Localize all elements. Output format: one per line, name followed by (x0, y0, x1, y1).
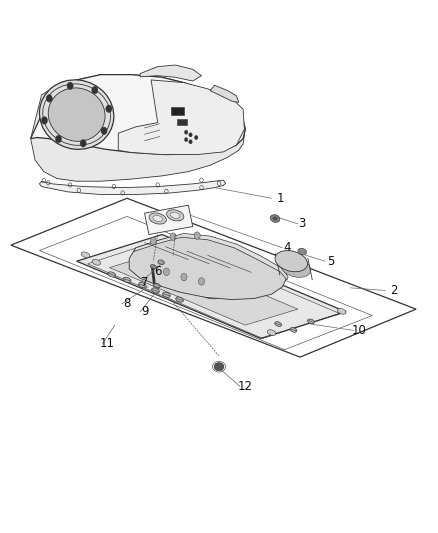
Ellipse shape (176, 297, 184, 302)
Circle shape (163, 268, 170, 276)
Ellipse shape (273, 217, 277, 220)
Text: 2: 2 (390, 284, 398, 297)
Circle shape (150, 237, 156, 245)
Ellipse shape (48, 88, 105, 141)
Polygon shape (129, 235, 287, 300)
Circle shape (46, 95, 52, 102)
Ellipse shape (337, 309, 346, 314)
Polygon shape (140, 65, 201, 81)
Polygon shape (110, 252, 298, 325)
Circle shape (184, 130, 188, 134)
Polygon shape (223, 284, 243, 290)
Text: 6: 6 (154, 265, 162, 278)
Circle shape (106, 105, 112, 112)
Text: 11: 11 (100, 337, 115, 350)
Ellipse shape (92, 260, 101, 265)
Ellipse shape (158, 260, 164, 264)
Circle shape (189, 133, 192, 137)
Circle shape (198, 278, 205, 285)
Ellipse shape (267, 330, 276, 335)
Polygon shape (210, 85, 239, 102)
Circle shape (67, 82, 73, 90)
Polygon shape (134, 233, 288, 280)
Circle shape (194, 232, 200, 239)
Text: 12: 12 (238, 380, 253, 393)
Polygon shape (171, 107, 184, 115)
Ellipse shape (280, 258, 311, 277)
Text: 7: 7 (141, 276, 148, 289)
Ellipse shape (152, 288, 159, 293)
Ellipse shape (153, 215, 162, 222)
Polygon shape (31, 75, 245, 155)
Circle shape (80, 140, 86, 147)
Ellipse shape (150, 264, 156, 269)
Ellipse shape (81, 252, 90, 257)
Polygon shape (77, 235, 346, 338)
Ellipse shape (138, 282, 146, 288)
Ellipse shape (162, 292, 170, 297)
Ellipse shape (298, 248, 307, 255)
Polygon shape (210, 280, 237, 288)
Circle shape (194, 135, 198, 140)
Ellipse shape (149, 213, 166, 224)
Ellipse shape (275, 322, 282, 326)
Text: 3: 3 (299, 217, 306, 230)
Ellipse shape (290, 328, 297, 332)
Text: 4: 4 (283, 241, 291, 254)
Ellipse shape (270, 215, 280, 222)
Ellipse shape (39, 80, 114, 149)
Ellipse shape (153, 284, 160, 288)
Polygon shape (145, 205, 193, 235)
Ellipse shape (214, 362, 224, 371)
Text: 10: 10 (352, 324, 367, 337)
Polygon shape (39, 180, 226, 195)
Ellipse shape (166, 210, 184, 221)
Ellipse shape (307, 319, 314, 324)
Polygon shape (31, 75, 245, 181)
Circle shape (170, 233, 176, 240)
Text: 5: 5 (327, 255, 334, 268)
Ellipse shape (108, 272, 116, 277)
Polygon shape (118, 80, 244, 155)
Polygon shape (177, 119, 187, 125)
Ellipse shape (123, 277, 131, 282)
Circle shape (101, 127, 107, 134)
Circle shape (181, 273, 187, 281)
Ellipse shape (170, 212, 180, 219)
Circle shape (184, 138, 188, 142)
Circle shape (41, 117, 47, 124)
Text: 8: 8 (124, 297, 131, 310)
Circle shape (56, 135, 62, 143)
Text: 1: 1 (276, 192, 284, 205)
Ellipse shape (275, 251, 307, 272)
Circle shape (92, 86, 98, 94)
Circle shape (189, 140, 192, 144)
Text: 9: 9 (141, 305, 148, 318)
